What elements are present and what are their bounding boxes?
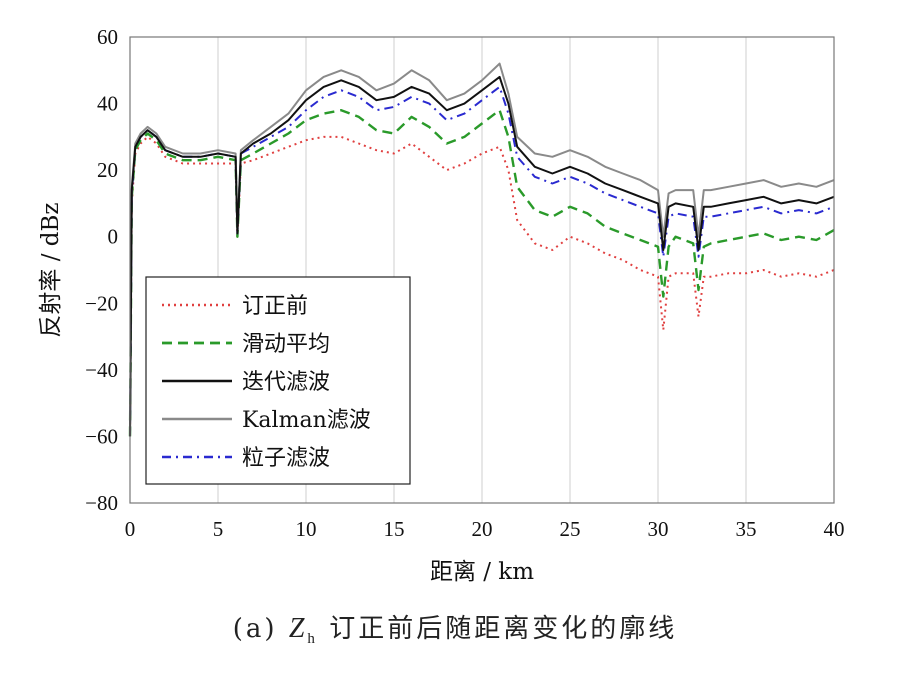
legend-item: Kalman滤波 [162,408,371,433]
y-tick-label: −80 [85,491,118,515]
legend-item: 粒子滤波 [162,446,330,471]
legend-label: Kalman滤波 [242,408,371,433]
legend-label: 粒子滤波 [242,446,330,471]
x-tick-labels: 0 5 10 15 20 25 30 35 40 [125,517,845,541]
x-tick-label: 5 [213,517,224,541]
series-layer [128,62,835,437]
series-line-3 [129,62,835,437]
caption-subscript: h [307,631,318,647]
y-tick-label: −20 [85,291,118,315]
legend-item: 滑动平均 [162,332,330,357]
x-tick-label: 10 [296,517,317,541]
x-tick-label: 20 [472,517,493,541]
x-tick-label: 40 [824,517,845,541]
legend-label: 订正前 [242,294,308,319]
legend-label: 滑动平均 [242,332,330,357]
figure-caption: (a) Zh 订正前后随距离变化的廓线 [0,608,910,648]
caption-prefix: (a) [232,614,278,644]
x-tick-label: 25 [560,517,581,541]
x-tick-label: 30 [648,517,669,541]
y-tick-label: −60 [85,424,118,448]
legend-label: 迭代滤波 [242,370,330,395]
caption-variable: Z [288,613,308,644]
y-tick-label: 40 [97,92,118,116]
caption-text: 订正前后随距离变化的廓线 [329,614,678,644]
y-tick-label: −40 [85,358,118,382]
plot-frame [129,36,835,504]
series-line-2 [129,75,835,437]
x-axis-label: 距离 / km [430,559,534,585]
y-tick-label: 20 [97,158,118,182]
y-tick-label: 0 [108,225,119,249]
y-axis-label: 反射率 / dBz [38,202,64,337]
y-tick-label: 60 [97,25,118,49]
x-tick-label: 35 [736,517,757,541]
legend-item: 订正前 [162,294,308,319]
x-tick-label: 15 [384,517,405,541]
legend-item: 迭代滤波 [162,370,330,395]
x-tick-label: 0 [125,517,136,541]
chart-svg: 60 40 20 0 −20 −40 −60 −80 0 5 10 15 20 25 30 35 40 距离 … [38,25,845,585]
y-tick-labels: 60 40 20 0 −20 −40 −60 −80 [85,25,118,515]
